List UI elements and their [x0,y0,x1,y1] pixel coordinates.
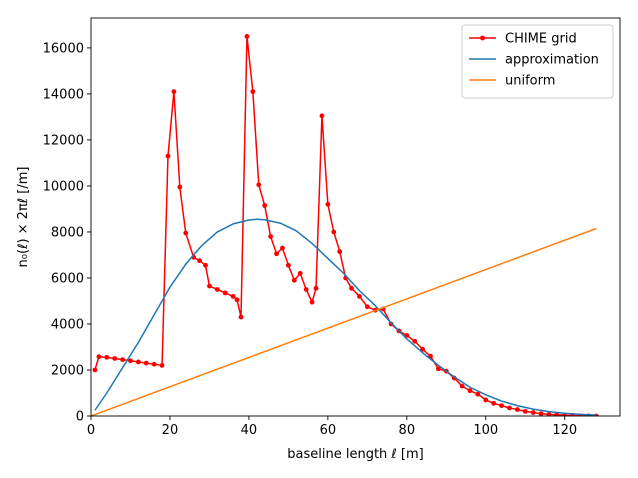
data-point-chime-grid [349,285,354,291]
x-tick-label: 60 [320,423,337,438]
data-point-chime-grid [514,407,520,412]
x-tick-label: 20 [162,423,179,438]
data-point-chime-grid [483,397,489,403]
x-tick-label: 120 [552,423,577,438]
data-point-chime-grid [214,287,220,292]
x-tick-label: 80 [399,423,416,438]
data-point-chime-grid [230,293,236,299]
axes: 0 20 40 60 80 100 120 0 2000 4000 6000 8000 10000 120… [43,17,621,438]
legend-label-chime-grid: CHIME grid [505,32,577,47]
data-point-chime-grid [268,234,274,239]
y-tick-label: 16000 [43,41,84,56]
data-point-chime-grid [234,297,240,303]
data-point-chime-grid [207,283,212,289]
data-point-chime-grid [357,293,362,299]
data-point-chime-grid [331,229,337,235]
data-point-chime-grid [522,409,528,414]
data-point-chime-grid [313,285,319,291]
y-tick-label: 14000 [43,87,84,102]
data-point-chime-grid [238,314,244,320]
data-point-chime-grid [250,89,256,95]
data-point-chime-grid [135,359,141,365]
data-point-chime-grid [104,354,110,360]
data-point-chime-grid [159,362,165,368]
data-point-chime-grid [256,182,262,188]
data-point-chime-grid [222,290,228,296]
series-line-approximation [94,218,597,416]
legend-label-uniform: uniform [505,74,555,89]
data-point-chime-grid [364,304,370,310]
x-tick-label: 40 [241,423,258,438]
data-point-chime-grid [309,299,315,305]
y-tick-label: 8000 [51,225,84,240]
plot-area [91,34,599,416]
data-point-chime-grid [325,201,331,207]
data-point-chime-grid [499,403,504,409]
data-point-chime-grid [177,184,183,190]
data-point-chime-grid [297,270,303,276]
data-point-chime-grid [128,358,133,364]
legend: CHIME grid approximation uniform [461,24,614,99]
data-point-chime-grid [388,321,394,327]
data-point-chime-grid [171,89,177,95]
data-point-chime-grid [285,262,291,268]
data-point-chime-grid [165,153,171,159]
data-point-chime-grid [459,383,465,389]
data-point-chime-grid [491,400,497,406]
y-tick-label: 10000 [43,179,84,194]
data-point-chime-grid [244,34,250,39]
data-point-chime-grid [151,361,157,367]
x-tick-label: 100 [473,423,498,438]
x-axis-label: baseline length ℓ [m] [287,447,423,462]
data-point-chime-grid [120,357,125,363]
y-tick-label: 12000 [43,133,84,148]
data-point-chime-grid [507,405,512,411]
plot-frame [90,17,621,417]
data-point-chime-grid [546,411,552,416]
y-axis-label: n₀(ℓ) × 2πℓ [/m] [16,167,31,268]
data-point-chime-grid [280,245,285,251]
data-point-chime-grid [143,360,149,366]
data-point-chime-grid [467,388,473,394]
y-tick-label: 2000 [51,363,84,378]
data-point-chime-grid [319,113,325,119]
data-point-chime-grid [183,230,189,236]
data-point-chime-grid [554,412,560,416]
data-point-chime-grid [291,277,297,283]
data-point-chime-grid [303,287,309,292]
data-point-chime-grid [262,203,268,208]
y-tick-label: 6000 [51,271,84,286]
data-point-chime-grid [112,356,118,361]
data-point-chime-grid [436,366,441,372]
data-point-chime-grid [475,391,481,397]
data-point-chime-grid [92,367,98,373]
data-point-chime-grid [530,410,536,415]
legend-label-approximation: approximation [505,53,599,68]
data-point-chime-grid [197,258,202,264]
data-point-chime-grid [538,411,544,416]
x-tick-label: 0 [87,423,95,438]
legend-marker-chime-grid [480,35,485,41]
data-point-chime-grid [412,338,418,344]
legend-box [461,24,614,99]
data-point-chime-grid [274,251,279,257]
series-line-uniform [91,227,597,416]
data-point-chime-grid [337,249,343,254]
y-tick-label: 4000 [51,317,84,332]
data-point-chime-grid [96,354,102,360]
y-tick-label: 0 [76,410,84,425]
data-point-chime-grid [420,346,426,352]
data-point-chime-grid [203,262,208,268]
